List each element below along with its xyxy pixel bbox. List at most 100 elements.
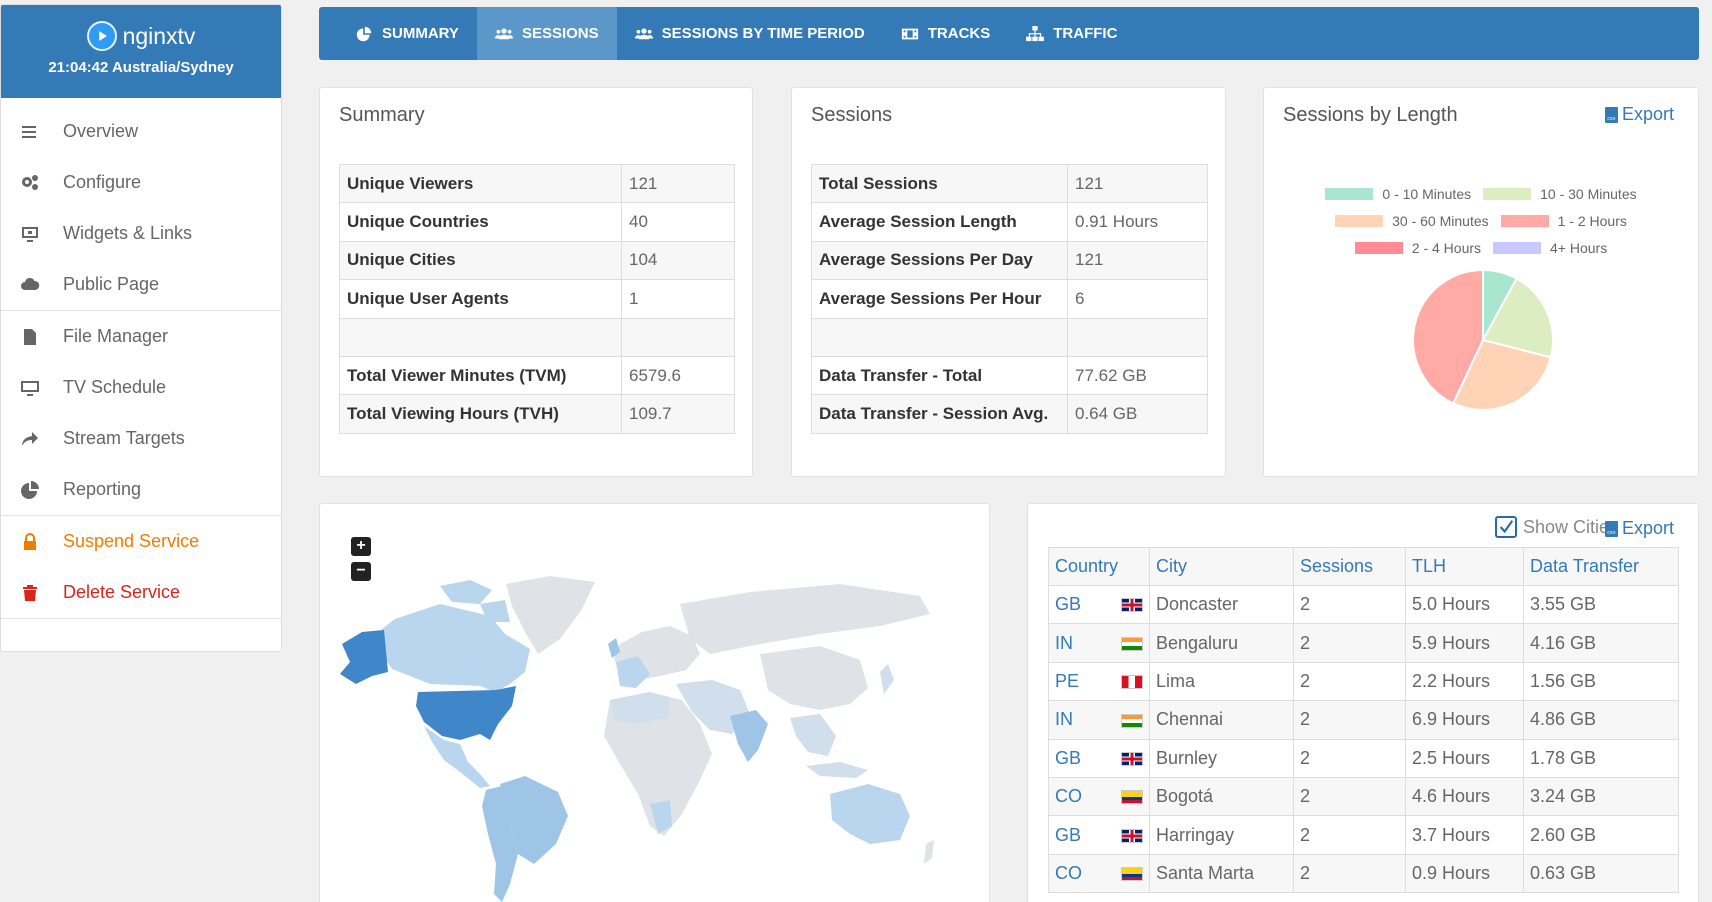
data-transfer-value: 1.78 GB (1523, 738, 1679, 778)
sidebar-item-label: File Manager (63, 326, 169, 346)
tab-traffic[interactable]: TRAFFIC (1008, 7, 1135, 60)
sidebar-item-suspend-service[interactable]: Suspend Service (1, 516, 281, 567)
map-region-indonesia (806, 762, 868, 778)
legend-swatch (1493, 241, 1542, 254)
city-name: Bogotá (1149, 776, 1294, 817)
summary-table: Unique Viewers 121 Unique Countries 40 Uniqu… (339, 163, 735, 434)
map-region-china (760, 646, 868, 710)
sidebar-item-file-manager[interactable]: File Manager (1, 311, 281, 362)
table-row (339, 317, 735, 357)
data-transfer-value: 3.55 GB (1523, 584, 1679, 625)
export-link[interactable]: Export (1604, 518, 1674, 539)
flag-cell (1109, 853, 1150, 894)
checkbox-checked-icon[interactable] (1494, 516, 1517, 538)
map-region-south-america-west (482, 786, 518, 902)
sidebar-item-tv-schedule[interactable]: TV Schedule (1, 362, 281, 413)
table-row[interactable]: GB Doncaster 2 5.0 Hours 3.55 GB (1048, 584, 1679, 625)
row-label (339, 317, 622, 357)
row-value: 121 (621, 163, 735, 204)
legend-item[interactable]: 30 - 60 Minutes (1335, 213, 1489, 229)
table-row[interactable]: IN Chennai 2 6.9 Hours 4.86 GB (1048, 700, 1679, 740)
session-count: 2 (1293, 661, 1406, 702)
zoom-out-button[interactable]: − (351, 562, 371, 581)
legend-item[interactable]: 0 - 10 Minutes (1325, 186, 1471, 202)
table-row[interactable]: PE Lima 2 2.2 Hours 1.56 GB (1048, 661, 1679, 702)
legend-item[interactable]: 4+ Hours (1493, 240, 1607, 256)
brand-name: nginxtv (122, 22, 196, 49)
legend-item[interactable]: 1 - 2 Hours (1500, 213, 1627, 229)
sidebar-item-configure[interactable]: Configure (1, 157, 281, 208)
column-header-tlh[interactable]: TLH (1405, 547, 1524, 586)
sidebar-item-stream-targets[interactable]: Stream Targets (1, 413, 281, 464)
sidebar-item-overview[interactable]: Overview (1, 106, 281, 157)
sidebar: nginxtv 21:04:42 Australia/Sydney Overvi… (0, 4, 282, 652)
column-header-country[interactable]: Country (1048, 547, 1150, 586)
country-code[interactable]: GB (1048, 738, 1110, 778)
sidebar-item-label: TV Schedule (63, 377, 167, 397)
session-count: 2 (1293, 700, 1406, 740)
table-row[interactable]: CO Santa Marta 2 0.9 Hours 0.63 GB (1048, 853, 1679, 894)
flag-gb-icon (1121, 752, 1143, 766)
legend-item[interactable]: 10 - 30 Minutes (1483, 186, 1637, 202)
table-row (811, 317, 1208, 357)
data-transfer-value: 3.24 GB (1523, 776, 1679, 817)
country-code[interactable]: IN (1048, 700, 1110, 740)
country-code[interactable]: PE (1048, 661, 1110, 702)
legend-swatch (1325, 187, 1374, 200)
csv-file-icon (1604, 520, 1618, 537)
tab-label: TRACKS (927, 25, 991, 42)
sidebar-item-label: Delete Service (63, 582, 181, 602)
tab-sessions-by-time-period[interactable]: SESSIONS BY TIME PERIOD (617, 7, 883, 60)
flag-cell (1109, 815, 1150, 855)
table-row[interactable]: IN Bengaluru 2 5.9 Hours 4.16 GB (1048, 623, 1679, 663)
row-value: 77.62 GB (1067, 355, 1208, 396)
flag-co-icon (1121, 867, 1143, 882)
sidebar-item-delete-service[interactable]: Delete Service (1, 567, 281, 618)
column-header-sessions[interactable]: Sessions (1293, 547, 1406, 586)
table-row: Total Viewer Minutes (TVM) 6579.6 (339, 355, 735, 396)
sidebar-item-label: Reporting (63, 479, 142, 499)
users-icon (494, 27, 513, 39)
country-code[interactable]: IN (1048, 623, 1110, 663)
row-label: Unique Countries (339, 202, 622, 242)
tab-summary[interactable]: SUMMARY (337, 7, 477, 60)
tab-tracks[interactable]: TRACKS (883, 7, 1009, 60)
column-header-city[interactable]: City (1149, 547, 1294, 586)
map-region-india (730, 710, 768, 762)
legend-swatch (1354, 241, 1403, 254)
table-row[interactable]: GB Harringay 2 3.7 Hours 2.60 GB (1048, 815, 1679, 855)
legend-label: 4+ Hours (1550, 239, 1608, 256)
legend-label: 30 - 60 Minutes (1392, 212, 1489, 229)
column-header-data-transfer[interactable]: Data Transfer (1523, 547, 1679, 586)
cloud-icon (19, 274, 41, 296)
world-map[interactable] (320, 504, 990, 902)
table-row[interactable]: CO Bogotá 2 4.6 Hours 3.24 GB (1048, 776, 1679, 817)
zoom-in-button[interactable]: + (351, 537, 371, 556)
map-region-usa (416, 686, 516, 740)
tab-label: SESSIONS BY TIME PERIOD (661, 25, 865, 42)
table-row[interactable]: GB Burnley 2 2.5 Hours 1.78 GB (1048, 738, 1679, 778)
country-code[interactable]: CO (1048, 776, 1110, 817)
table-row: Unique User Agents 1 (339, 279, 735, 319)
country-code[interactable]: CO (1048, 853, 1110, 894)
row-value: 104 (621, 240, 735, 281)
session-count: 2 (1293, 738, 1406, 778)
tab-sessions[interactable]: SESSIONS (476, 7, 617, 60)
country-code[interactable]: GB (1048, 815, 1110, 855)
sidebar-item-public-page[interactable]: Public Page (1, 259, 281, 310)
city-name: Burnley (1149, 738, 1294, 778)
sidebar-item-reporting[interactable]: Reporting (1, 464, 281, 515)
summary-panel: Summary Unique Viewers 121 Unique Countrie… (319, 87, 753, 477)
pie-slice[interactable] (1451, 338, 1553, 411)
table-row: Total Sessions 121 (811, 163, 1208, 204)
pie-slice[interactable] (1412, 268, 1484, 405)
legend-item[interactable]: 2 - 4 Hours (1354, 240, 1481, 256)
country-code[interactable]: GB (1048, 584, 1110, 625)
show-cities-toggle[interactable]: Show Cities (1494, 516, 1618, 538)
pie-slice[interactable] (1481, 277, 1554, 359)
show-cities-label: Show Cities (1522, 516, 1618, 537)
row-label: Data Transfer - Total (811, 355, 1068, 396)
panel-title: Sessions by Length (1283, 104, 1458, 126)
export-link[interactable]: Export (1604, 104, 1674, 125)
sidebar-item-widgets-links[interactable]: Widgets & Links (1, 208, 281, 259)
